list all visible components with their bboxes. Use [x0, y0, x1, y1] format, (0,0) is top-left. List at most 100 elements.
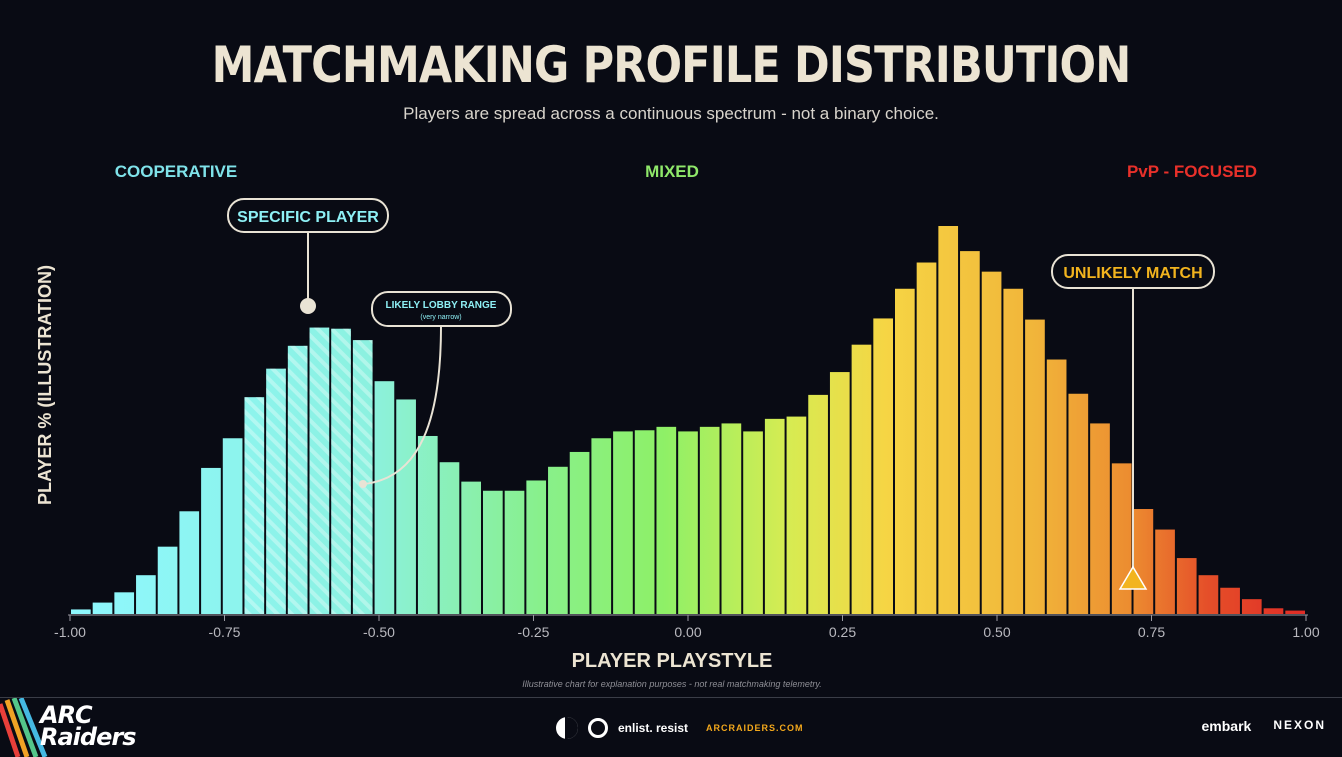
- x-tick-label: 0.50: [983, 624, 1010, 640]
- histogram-bar: [613, 431, 633, 614]
- specific-player-label: SPECIFIC PLAYER: [237, 209, 379, 226]
- histogram-bar: [895, 288, 915, 614]
- histogram-bar: [461, 481, 481, 614]
- histogram-bar-hatch: [309, 327, 330, 614]
- enlist-swirl-icon: [588, 718, 608, 738]
- histogram-bar: [396, 399, 416, 614]
- x-axis-label: PLAYER PLAYSTYLE: [572, 650, 773, 672]
- x-tick-label: 0.00: [674, 624, 701, 640]
- histogram-bar: [678, 431, 698, 614]
- specific-player-marker: [300, 298, 316, 314]
- x-tick-label: -0.75: [209, 624, 241, 640]
- zone-label-mixed: MIXED: [645, 162, 699, 181]
- histogram-bar: [851, 344, 872, 614]
- histogram-bar-hatch: [244, 397, 265, 614]
- chart-subtitle: Players are spread across a continuous s…: [403, 104, 939, 123]
- histogram-bar: [634, 430, 655, 614]
- histogram-bar: [1263, 608, 1284, 614]
- histogram-bar: [1111, 463, 1132, 614]
- x-tick-label: 0.25: [829, 624, 856, 640]
- histogram-bar: [1025, 319, 1045, 614]
- histogram-bar: [829, 372, 850, 614]
- histogram-bar: [439, 462, 460, 614]
- logo-line-raiders: Raiders: [40, 723, 136, 751]
- lobby-range-subtitle: (very narrow): [420, 314, 461, 321]
- histogram-bar: [483, 490, 503, 614]
- histogram-bar: [591, 438, 612, 614]
- warning-triangle-icon: [1118, 565, 1148, 590]
- histogram-bar: [179, 511, 200, 614]
- histogram-bar: [1090, 423, 1110, 614]
- histogram-bar: [92, 602, 113, 614]
- histogram-bar: [1198, 575, 1219, 614]
- lobby-range-leader: [363, 325, 442, 485]
- histogram-bar: [526, 480, 547, 614]
- histogram-bar-hatch: [352, 340, 373, 614]
- histogram-bar: [1285, 610, 1305, 614]
- chart-title: MATCHMAKING PROFILE DISTRIBUTION: [211, 36, 1132, 94]
- histogram-bar: [71, 609, 91, 614]
- nexon-logo: NEXON: [1273, 718, 1326, 732]
- histogram-bar: [1133, 509, 1154, 614]
- arc-raiders-stripes-icon: [0, 698, 48, 757]
- histogram-bar: [873, 318, 893, 614]
- histogram-bar: [1068, 393, 1089, 614]
- histogram-bar: [1220, 587, 1240, 614]
- lobby-range-hatch: [244, 327, 373, 614]
- histogram-bar: [960, 251, 980, 615]
- histogram-bar: [114, 592, 135, 614]
- histogram-bar: [201, 467, 221, 614]
- center-logos: enlist. resist ARCRAIDERS.COM: [556, 716, 804, 740]
- histogram-bar: [1155, 529, 1175, 614]
- embark-logo: embark: [1201, 718, 1252, 734]
- histogram-bar: [981, 271, 1002, 614]
- histogram-bar: [136, 575, 156, 614]
- footer: ARC Raiders enlist. resist ARCRAIDERS.CO…: [0, 698, 1342, 757]
- histogram-bar: [916, 262, 937, 614]
- lobby-range-callout: [371, 291, 512, 327]
- histogram-bar: [938, 226, 959, 614]
- histogram-bar: [764, 418, 785, 614]
- partner-logos: embark NEXON: [1202, 718, 1327, 734]
- histogram-bar-hatch: [266, 368, 286, 614]
- x-tick-label: -0.25: [518, 624, 550, 640]
- histogram-bar: [1176, 558, 1197, 614]
- histogram-bar: [808, 394, 828, 614]
- logo-line-arc: ARC: [40, 701, 93, 729]
- histogram-bar: [504, 490, 525, 614]
- footer-divider: [0, 697, 1342, 698]
- histogram-bar: [743, 431, 763, 614]
- histogram-bar: [222, 438, 243, 614]
- footnote: Illustrative chart for explanation purpo…: [522, 679, 821, 689]
- specific-player-callout: [227, 198, 389, 233]
- zone-label-pvp-focused: PvP - FOCUSED: [1127, 162, 1257, 181]
- histogram-bar: [786, 416, 807, 614]
- arc-raiders-logo: ARC Raiders: [40, 701, 136, 751]
- histogram-bar: [548, 466, 568, 614]
- histogram-bar: [569, 451, 590, 614]
- unlikely-match-label: UNLIKELY MATCH: [1063, 265, 1202, 282]
- zone-label-cooperative: COOPERATIVE: [115, 162, 237, 181]
- studio-circle-icon: [556, 717, 578, 739]
- unlikely-match-callout: [1051, 254, 1215, 289]
- histogram-bar: [656, 426, 677, 614]
- x-tick-label: 0.75: [1138, 624, 1165, 640]
- y-axis-label: PLAYER % (ILLUSTRATION): [35, 265, 55, 505]
- histogram-bar: [374, 381, 395, 614]
- enlist-tagline: enlist. resist: [618, 721, 689, 735]
- x-axis-ticks: -1.00 -0.75 -0.50 -0.25 0.00 0.25 0.50 0.75 1.00: [54, 615, 1320, 640]
- histogram-bar-hatch: [287, 345, 308, 614]
- histogram-bar: [417, 435, 438, 614]
- lobby-range-marker: [359, 480, 367, 488]
- x-tick-label: -0.50: [363, 624, 395, 640]
- histogram-bar: [1241, 599, 1262, 614]
- histogram-bar: [721, 423, 742, 614]
- distribution-chart: COOPERATIVE MIXED PvP - FOCUSED PLAYER %…: [35, 162, 1320, 689]
- histogram-bar: [1046, 359, 1067, 614]
- histogram-bar: [699, 426, 720, 614]
- x-tick-label: 1.00: [1292, 624, 1319, 640]
- lobby-range-title: LIKELY LOBBY RANGE: [386, 300, 497, 311]
- histogram-bar-hatch: [331, 328, 351, 614]
- website-link[interactable]: ARCRAIDERS.COM: [706, 723, 804, 733]
- histogram-bar: [157, 546, 178, 614]
